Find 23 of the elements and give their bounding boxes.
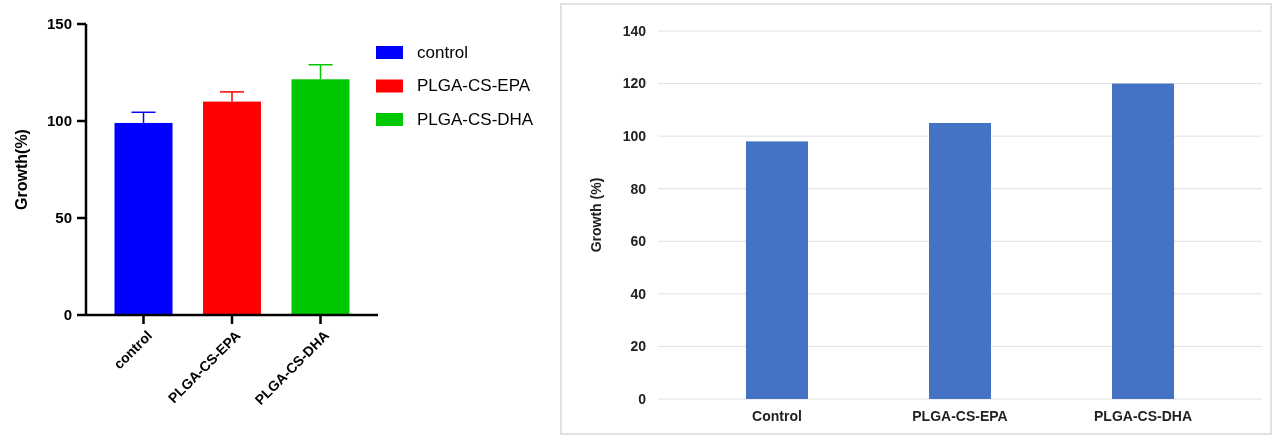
y-tick-label: 0 [638, 390, 647, 407]
y-tick-label: 100 [622, 128, 647, 145]
y-tick-label: 50 [55, 209, 72, 227]
y-tick-label: 150 [46, 15, 72, 33]
x-tick-label: PLGA-CS-DHA [1094, 408, 1193, 424]
y-tick-label: 60 [630, 233, 647, 250]
bar [745, 141, 808, 399]
y-tick-label: 20 [630, 338, 647, 355]
y-axis-title: Growth(%) [13, 129, 30, 210]
legend-label: PLGA-CS-DHA [417, 109, 534, 129]
y-tick-label: 0 [63, 306, 72, 324]
x-tick-label: Control [752, 408, 802, 424]
legend-label: control [417, 42, 469, 62]
y-tick-label: 120 [622, 75, 647, 92]
y-tick-label: 80 [630, 180, 647, 197]
bar [929, 123, 991, 399]
y-axis-title: Growth (%) [588, 177, 604, 253]
bar [1112, 83, 1175, 399]
y-tick-label: 40 [630, 285, 647, 302]
legend-label: PLGA-CS-EPA [417, 76, 531, 96]
y-tick-label: 100 [46, 112, 72, 130]
y-tick-label: 140 [622, 22, 647, 39]
x-tick-label: PLGA-CS-EPA [912, 408, 1008, 424]
